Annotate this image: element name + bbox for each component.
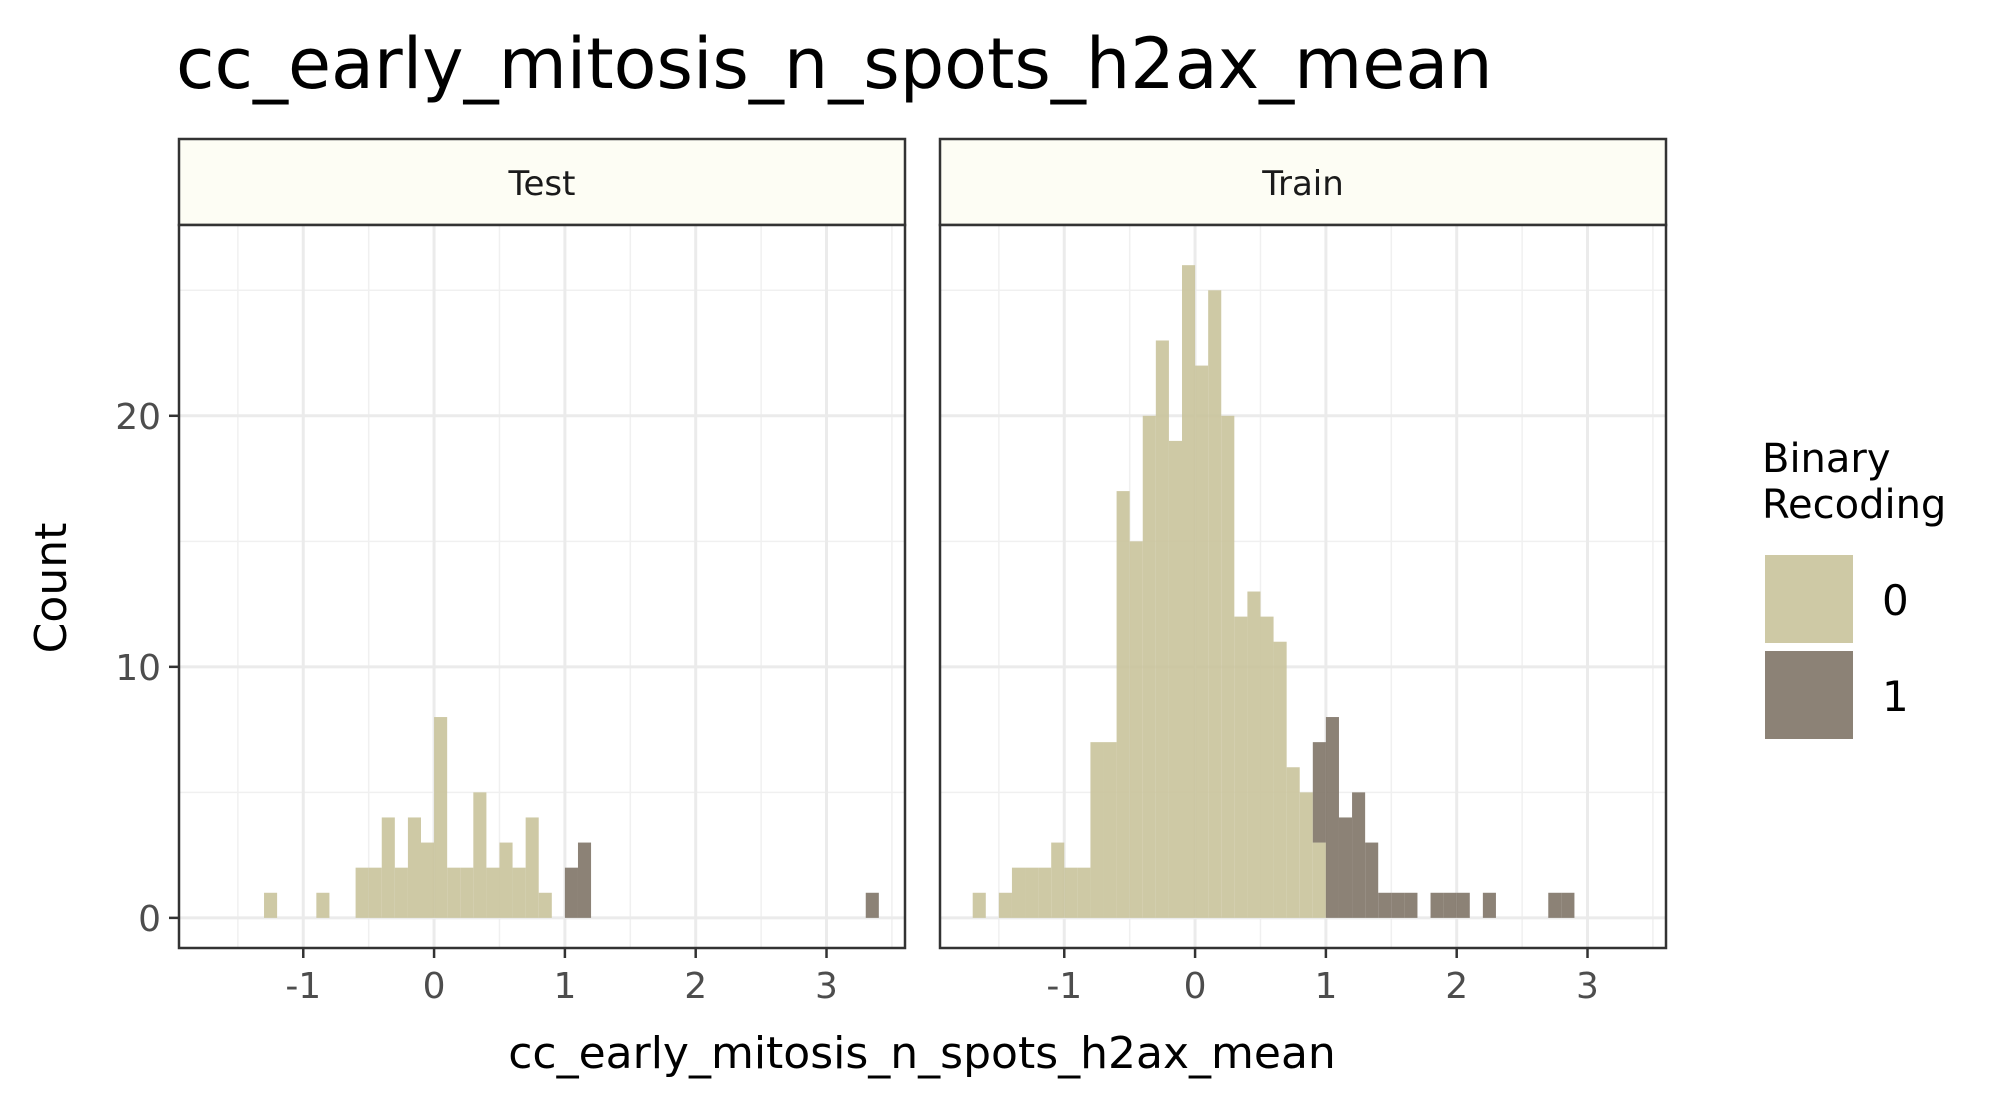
x-tick-label: -1: [1046, 966, 1082, 1007]
facet-panels: Test -1 0 1 2 3 0 10 20 Train -1 0 1 2 3: [115, 137, 1668, 1007]
x-tick-label: 0: [423, 966, 446, 1007]
histogram-bar: [1011, 867, 1026, 918]
x-axis-title: cc_early_mitosis_n_spots_h2ax_mean: [508, 1028, 1336, 1079]
legend-key-0: [1765, 555, 1853, 643]
x-tick-label: 2: [684, 966, 707, 1007]
legend-title-line: Recoding: [1762, 482, 1946, 528]
facet-strip-label: Test: [508, 164, 576, 204]
panel-border: [938, 223, 1668, 950]
histogram-bar: [1077, 867, 1091, 918]
histogram-bar: [577, 842, 592, 918]
histogram-bar: [368, 867, 382, 918]
histogram-bar: [1155, 340, 1169, 918]
legend-label-0: 0: [1882, 576, 1909, 625]
legend: Binary Recoding 0 1: [1762, 436, 1946, 739]
histogram-bar: [1338, 817, 1353, 918]
y-tick-label: 10: [115, 648, 161, 689]
histogram-bar: [1456, 892, 1470, 918]
histogram-bar: [1430, 892, 1444, 918]
x-tick-label: -1: [285, 966, 321, 1007]
histogram-bar: [1443, 892, 1457, 918]
legend-title-line: Binary: [1762, 436, 1891, 482]
histogram-bar: [1260, 616, 1274, 918]
histogram-bar: [1142, 415, 1156, 918]
histogram-bar: [1051, 842, 1065, 918]
histogram-bar: [1352, 792, 1366, 918]
histogram-bar: [1090, 742, 1104, 918]
histogram-bar: [1365, 842, 1379, 918]
panel-border: [177, 223, 907, 950]
histogram-bar: [381, 817, 395, 918]
histogram-bar: [1312, 742, 1326, 843]
histogram-bar: [972, 892, 986, 918]
histogram-bar: [1025, 867, 1039, 918]
x-tick-label: 1: [1314, 966, 1337, 1007]
legend-label-1: 1: [1882, 672, 1909, 721]
histogram-bar: [316, 892, 330, 918]
histogram-bar: [1561, 892, 1575, 918]
histogram-bar: [264, 892, 278, 918]
x-tick-label: 3: [1576, 966, 1599, 1007]
histogram-bars: [972, 265, 1575, 918]
histogram-bar: [499, 842, 513, 918]
x-tick-label: 3: [815, 966, 838, 1007]
facet-strip-label: Train: [1261, 164, 1344, 204]
x-tick-label: 0: [1184, 966, 1207, 1007]
histogram-bar: [1404, 892, 1418, 918]
histogram-bar: [355, 867, 369, 918]
histogram-bar: [564, 867, 578, 918]
legend-key-1: [1765, 651, 1853, 739]
histogram-bar: [1195, 365, 1209, 918]
histogram-bar: [1234, 616, 1248, 918]
histogram-bar: [1103, 742, 1117, 918]
y-axis-title: Count: [26, 523, 77, 654]
histogram-bar: [865, 892, 879, 918]
facet-panel-train: Train -1 0 1 2 3: [938, 137, 1668, 1007]
y-tick-label: 20: [115, 397, 161, 438]
histogram-bar: [447, 867, 461, 918]
histogram-bar: [1208, 290, 1222, 918]
histogram-bar: [538, 892, 552, 918]
chart-title: cc_early_mitosis_n_spots_h2ax_mean: [176, 23, 1493, 105]
y-tick-label: 0: [138, 899, 161, 940]
histogram-bar: [1182, 265, 1196, 918]
histogram-bar: [421, 842, 435, 918]
histogram-bar: [1168, 440, 1182, 918]
histogram-bar: [394, 867, 408, 918]
histogram-bar: [998, 892, 1012, 918]
histogram-bar: [1325, 717, 1339, 918]
gridlines: [179, 225, 905, 948]
histogram-bar: [486, 867, 500, 918]
x-tick-label: 2: [1445, 966, 1468, 1007]
histogram-bar: [1221, 415, 1235, 918]
histogram-bar: [1548, 892, 1562, 918]
histogram-bar: [473, 792, 487, 918]
histogram-bar: [525, 817, 539, 918]
histogram-bar: [1391, 892, 1405, 918]
histogram-bar: [1273, 641, 1287, 918]
histogram-bar: [434, 717, 448, 918]
histogram-bar: [512, 867, 526, 918]
facet-strip: [177, 137, 907, 227]
histogram-bar: [1116, 491, 1130, 918]
histogram-bar: [460, 867, 474, 918]
histogram-bar: [1247, 591, 1261, 918]
histogram-bar: [1312, 842, 1326, 918]
histogram-bar: [1286, 767, 1300, 918]
histogram-bar: [1299, 792, 1313, 918]
histogram-bar: [1378, 892, 1392, 918]
histogram-bar: [1064, 867, 1078, 918]
histogram-bar: [1038, 867, 1052, 918]
facet-panel-test: Test -1 0 1 2 3 0 10 20: [115, 137, 907, 1007]
histogram-bars: [264, 717, 879, 918]
histogram-bar: [407, 817, 421, 918]
plot-background: [179, 225, 905, 948]
legend-title: Binary Recoding: [1762, 436, 1946, 528]
x-tick-label: 1: [553, 966, 576, 1007]
histogram-bar: [1482, 892, 1496, 918]
histogram-bar: [1129, 541, 1143, 918]
